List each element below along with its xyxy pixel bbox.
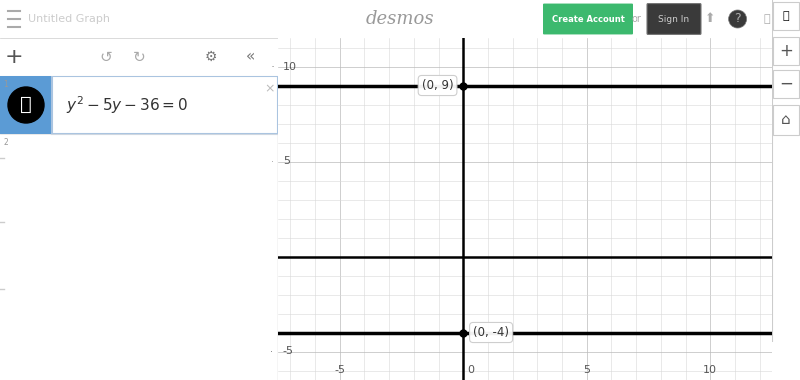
Text: ⬆: ⬆ <box>705 13 716 25</box>
FancyBboxPatch shape <box>647 3 701 35</box>
Text: 5: 5 <box>283 157 290 166</box>
Text: (0, 9): (0, 9) <box>422 79 454 92</box>
Text: Sign In: Sign In <box>658 14 689 24</box>
Bar <box>773 37 799 65</box>
Text: Create Account: Create Account <box>551 14 625 24</box>
Text: 2: 2 <box>3 138 8 147</box>
Bar <box>773 2 799 30</box>
Text: (0, -4): (0, -4) <box>473 326 509 339</box>
Text: ⚙: ⚙ <box>205 50 218 64</box>
Text: ⌂: ⌂ <box>781 112 791 128</box>
Text: 𝓝: 𝓝 <box>20 96 32 114</box>
Text: 0: 0 <box>467 365 474 375</box>
Text: 10: 10 <box>703 365 718 375</box>
Text: −: − <box>779 75 793 93</box>
Bar <box>0 76 52 134</box>
Text: ?: ? <box>734 13 741 25</box>
Text: 1: 1 <box>3 80 8 89</box>
Bar <box>52 76 278 134</box>
Text: $y^2 - 5y - 36 = 0$: $y^2 - 5y - 36 = 0$ <box>66 94 188 116</box>
Text: 10: 10 <box>283 62 297 71</box>
Text: ↻: ↻ <box>133 49 146 65</box>
Text: 🔧: 🔧 <box>782 11 790 21</box>
Text: «: « <box>246 49 255 65</box>
Bar <box>773 105 799 135</box>
Text: -5: -5 <box>283 347 294 356</box>
Text: 🌐: 🌐 <box>763 14 770 24</box>
Text: -5: -5 <box>334 365 346 375</box>
Circle shape <box>8 87 44 123</box>
Bar <box>773 70 799 98</box>
Text: +: + <box>5 47 23 67</box>
FancyBboxPatch shape <box>543 3 633 35</box>
Text: ↺: ↺ <box>99 49 112 65</box>
Text: desmos: desmos <box>366 10 434 28</box>
Text: ×: × <box>265 82 275 95</box>
Text: +: + <box>779 42 793 60</box>
Text: or: or <box>631 14 641 24</box>
Text: Untitled Graph: Untitled Graph <box>28 14 110 24</box>
Text: 5: 5 <box>583 365 590 375</box>
